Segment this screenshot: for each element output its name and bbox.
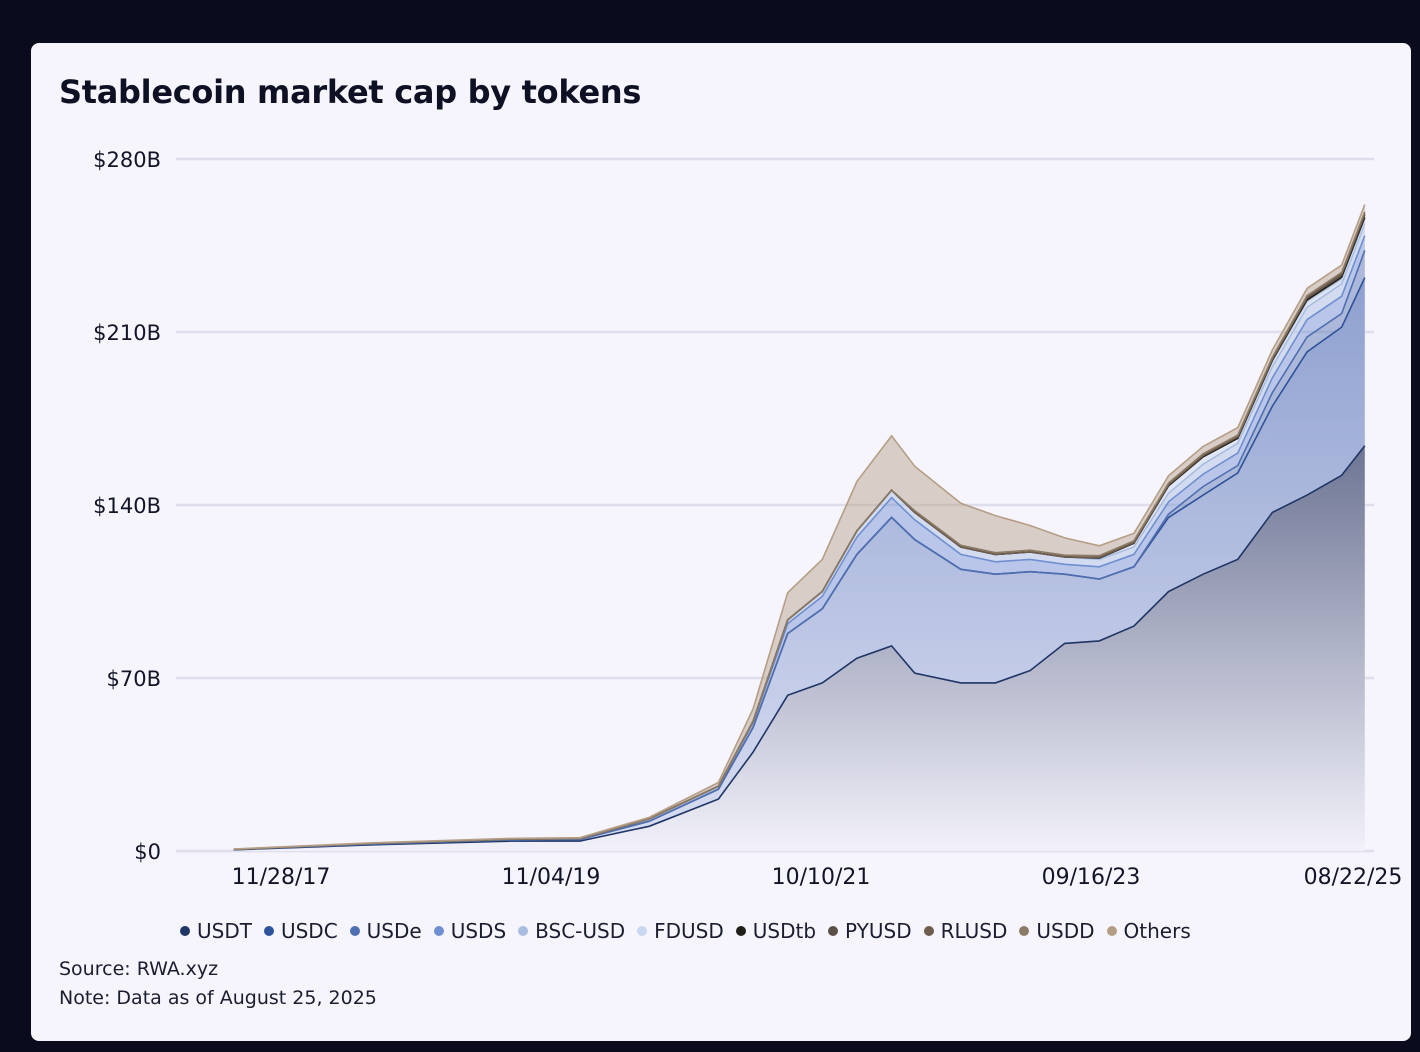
stacked-area-chart: $0 $70B $140B $210B $280B 11/28/17 11/04/19 10/…: [93, 148, 1403, 890]
legend-item: Others: [1106, 919, 1191, 943]
legend-item: USDD: [1019, 919, 1095, 943]
legend-item: USDe: [349, 919, 422, 943]
x-tick-label: 10/10/21: [772, 865, 871, 890]
legend-label: FDUSD: [654, 919, 724, 943]
chart-legend: USDT USDC USDe USDS BSC-USD FDUSD USDtb PYUSD RL…: [180, 919, 1191, 943]
x-tick-label: 11/28/17: [232, 865, 331, 890]
legend-label: PYUSD: [845, 919, 912, 943]
y-tick-label: $140B: [93, 494, 161, 518]
data-note: Note: Data as of August 25, 2025: [59, 987, 377, 1009]
legend-label: RLUSD: [940, 919, 1008, 943]
legend-item: BSC-USD: [518, 919, 625, 943]
area-usdc: [233, 277, 1365, 850]
legend-swatch: [735, 926, 746, 936]
legend-item: RLUSD: [923, 919, 1008, 943]
legend-label: BSC-USD: [535, 919, 626, 943]
x-tick-label: 11/04/19: [502, 865, 601, 890]
chart-card: Stablecoin market cap by tokens $0 $70B $1…: [31, 43, 1411, 1041]
legend-item: USDS: [433, 919, 507, 943]
legend-label: Others: [1123, 919, 1191, 943]
legend-swatch: [1106, 926, 1117, 936]
series-line-usde: [233, 250, 1366, 851]
legend-swatch: [263, 926, 274, 936]
legend-swatch: [518, 926, 529, 936]
legend-label: USDC: [280, 919, 338, 943]
area-usdt: [233, 445, 1365, 851]
legend-item: USDtb: [735, 919, 817, 943]
legend-label: USDtb: [752, 919, 817, 943]
legend-swatch: [637, 926, 648, 936]
legend-swatch: [1019, 926, 1030, 936]
x-tick-label: 08/22/25: [1304, 865, 1403, 890]
y-tick-label: $0: [134, 840, 161, 864]
legend-label: USDD: [1036, 919, 1095, 943]
legend-item: USDT: [180, 919, 252, 943]
y-tick-label: $70B: [107, 667, 162, 691]
series-line-usdt: [233, 445, 1366, 851]
legend-swatch: [349, 926, 360, 936]
series-line-usdd: [233, 211, 1366, 851]
series-line-others: [233, 204, 1366, 850]
legend-label: USDT: [197, 919, 252, 943]
source-note: Source: RWA.xyz: [59, 958, 219, 980]
legend-item: PYUSD: [828, 919, 912, 943]
legend-swatch: [180, 926, 190, 936]
legend-swatch: [828, 926, 839, 936]
legend-item: USDC: [263, 919, 338, 943]
y-tick-label: $280B: [93, 148, 161, 172]
x-tick-label: 09/16/23: [1042, 865, 1141, 890]
chart-title: Stablecoin market cap by tokens: [59, 73, 642, 111]
legend-item: FDUSD: [637, 919, 724, 943]
legend-swatch: [923, 926, 934, 936]
legend-label: USDe: [366, 919, 422, 943]
legend-swatch: [433, 926, 444, 936]
legend-label: USDS: [450, 919, 507, 943]
y-tick-label: $210B: [93, 321, 161, 345]
